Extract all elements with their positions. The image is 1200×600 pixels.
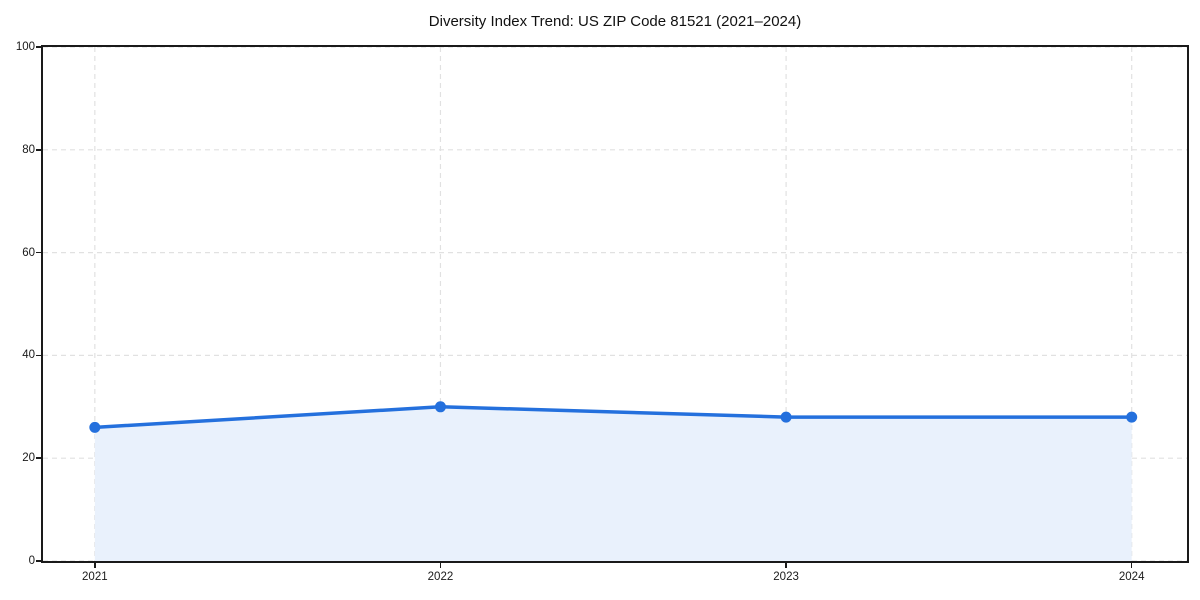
data-point-marker	[434, 401, 446, 413]
data-point-marker	[89, 421, 101, 433]
x-tick-mark	[94, 561, 96, 568]
x-tick-label: 2021	[82, 571, 108, 583]
y-tick-mark	[36, 149, 43, 151]
line-chart-svg	[43, 47, 1187, 561]
y-tick-label: 100	[15, 41, 35, 53]
y-tick-mark	[36, 354, 43, 357]
y-tick-mark	[36, 457, 43, 459]
data-point-marker	[780, 411, 792, 423]
y-tick-label: 0	[28, 555, 35, 567]
y-tick-mark	[36, 251, 43, 254]
x-tick-label: 2023	[773, 571, 799, 583]
y-tick-label: 60	[22, 246, 35, 259]
x-tick-mark	[439, 561, 442, 568]
trend-line	[93, 405, 1134, 430]
y-tick-label: 80	[22, 143, 35, 156]
area-fill	[94, 406, 1132, 561]
y-tick-label: 40	[22, 349, 35, 362]
x-tick-label: 2022	[427, 571, 454, 583]
x-tick-mark	[785, 561, 787, 568]
y-tick-mark	[36, 560, 43, 562]
chart-title: Diversity Index Trend: US ZIP Code 81521…	[428, 13, 802, 30]
data-point-marker	[1126, 411, 1138, 423]
plot-area	[41, 45, 1189, 563]
x-tick-mark	[1130, 561, 1133, 568]
x-tick-label: 2024	[1118, 571, 1145, 583]
y-tick-mark	[36, 46, 43, 48]
y-tick-label: 20	[22, 452, 35, 465]
